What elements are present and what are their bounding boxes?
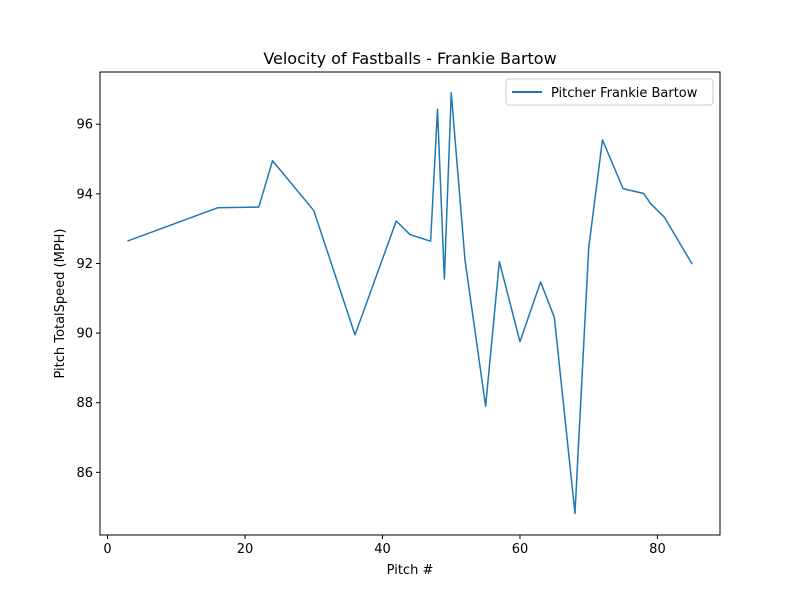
series-line	[127, 92, 693, 515]
legend: Pitcher Frankie Bartow	[505, 78, 714, 106]
y-tick-label: 90	[76, 327, 93, 342]
x-tick-label: 0	[103, 542, 111, 557]
y-tick-label: 88	[76, 396, 93, 411]
y-tick-label: 86	[76, 466, 93, 481]
y-tick-label: 94	[76, 187, 93, 202]
y-axis-title: Pitch TotalSpeed (MPH)	[53, 228, 68, 378]
x-axis: 0 20 40 60 80	[103, 535, 666, 557]
y-tick-label: 92	[76, 257, 93, 272]
y-tick-label: 96	[76, 118, 93, 133]
plot-area	[127, 92, 693, 515]
x-tick-label: 80	[649, 542, 666, 557]
y-axis: 86 88 90 92 94 96	[76, 118, 100, 481]
x-tick-label: 60	[512, 542, 529, 557]
legend-label: Pitcher Frankie Bartow	[551, 86, 698, 101]
chart-title: Velocity of Fastballs - Frankie Bartow	[263, 49, 556, 68]
x-tick-label: 40	[374, 542, 391, 557]
x-tick-label: 20	[237, 542, 254, 557]
plot-frame	[99, 71, 721, 536]
x-axis-title: Pitch #	[387, 563, 434, 578]
legend-box	[505, 78, 714, 106]
